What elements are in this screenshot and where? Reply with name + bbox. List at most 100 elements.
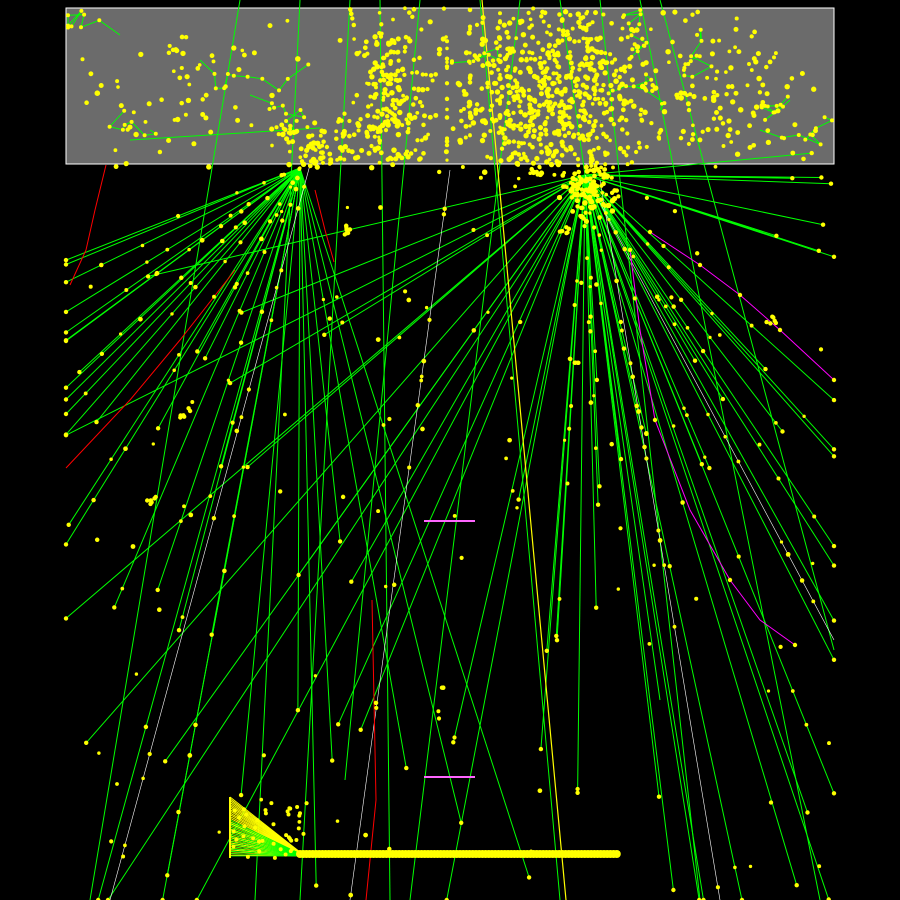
step-point — [284, 111, 288, 116]
step-point — [574, 83, 579, 89]
step-point — [831, 454, 837, 459]
step-point — [88, 284, 93, 289]
step-point — [622, 246, 627, 252]
step-point — [502, 135, 508, 141]
step-point — [594, 72, 600, 78]
step-point — [631, 103, 637, 109]
step-point — [604, 192, 609, 197]
step-point — [554, 71, 559, 76]
step-point — [672, 208, 678, 214]
step-point — [302, 184, 307, 189]
step-point — [499, 146, 505, 151]
step-point — [518, 319, 523, 325]
step-point — [285, 76, 290, 81]
step-point — [436, 51, 442, 57]
step-point — [602, 167, 608, 172]
step-point — [276, 132, 281, 137]
step-point — [575, 360, 581, 365]
step-point — [557, 229, 563, 234]
step-point — [498, 97, 502, 101]
step-point — [506, 112, 511, 117]
step-point — [327, 162, 332, 166]
step-point — [402, 72, 407, 78]
step-point — [259, 236, 264, 242]
step-point — [594, 605, 599, 610]
step-point — [471, 227, 476, 232]
step-point — [566, 131, 571, 136]
step-point — [116, 85, 120, 89]
step-point — [778, 644, 783, 650]
neutral-track — [379, 0, 391, 900]
step-point — [552, 101, 558, 106]
step-point — [538, 746, 544, 752]
step-point — [831, 563, 837, 568]
step-point — [480, 15, 486, 21]
step-point — [493, 81, 499, 86]
step-point — [405, 154, 411, 160]
step-point — [187, 247, 191, 252]
beam-point — [244, 812, 249, 817]
step-point — [588, 159, 594, 165]
step-point — [575, 185, 581, 191]
step-point — [140, 243, 145, 248]
step-point — [288, 185, 293, 189]
step-point — [602, 203, 608, 208]
step-point — [620, 127, 625, 132]
step-point — [504, 119, 509, 124]
step-point — [488, 156, 493, 161]
step-point — [404, 149, 410, 154]
step-point — [608, 116, 614, 123]
step-point — [575, 786, 580, 792]
step-point — [63, 262, 69, 267]
step-point — [269, 126, 275, 132]
step-point — [707, 465, 712, 471]
step-point — [785, 94, 790, 99]
beam-point — [257, 849, 262, 854]
step-point — [526, 875, 532, 880]
step-point — [601, 82, 606, 88]
step-point — [320, 160, 325, 165]
step-point — [565, 481, 570, 486]
step-point — [639, 425, 644, 430]
step-point — [63, 616, 69, 621]
step-point — [143, 724, 149, 730]
step-point — [97, 18, 102, 23]
step-point — [831, 447, 837, 452]
step-point — [586, 119, 592, 125]
step-point — [444, 96, 450, 102]
step-point — [563, 122, 567, 126]
step-point — [334, 129, 339, 134]
step-point — [591, 203, 597, 210]
step-point — [667, 60, 671, 65]
step-point — [142, 133, 147, 138]
step-point — [581, 36, 586, 41]
step-point — [489, 70, 494, 75]
step-point — [671, 304, 676, 309]
step-point — [468, 27, 472, 32]
step-point — [715, 92, 720, 98]
step-point — [314, 883, 319, 888]
step-point — [559, 18, 565, 24]
step-point — [98, 83, 104, 88]
step-point — [507, 122, 514, 129]
step-point — [609, 441, 614, 447]
step-point — [154, 272, 158, 277]
step-point — [539, 149, 545, 155]
step-point — [576, 89, 581, 94]
step-point — [729, 140, 734, 144]
step-point — [295, 56, 301, 62]
step-point — [568, 12, 573, 18]
step-point — [734, 151, 741, 157]
step-point — [799, 70, 805, 77]
step-point — [107, 124, 112, 129]
step-point — [153, 494, 158, 500]
step-point — [540, 47, 546, 53]
step-point — [554, 633, 559, 639]
step-point — [280, 131, 286, 138]
step-point — [381, 423, 386, 427]
step-point — [445, 60, 449, 65]
step-point — [489, 103, 495, 108]
step-point — [618, 66, 624, 72]
